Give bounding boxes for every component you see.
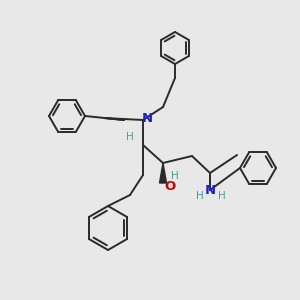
Text: H: H: [196, 191, 204, 201]
Text: O: O: [164, 181, 175, 194]
Text: H: H: [218, 191, 226, 201]
Text: N: N: [141, 112, 153, 124]
Text: H: H: [126, 132, 134, 142]
Polygon shape: [160, 163, 167, 183]
Text: N: N: [204, 184, 216, 196]
Text: H: H: [171, 171, 179, 181]
